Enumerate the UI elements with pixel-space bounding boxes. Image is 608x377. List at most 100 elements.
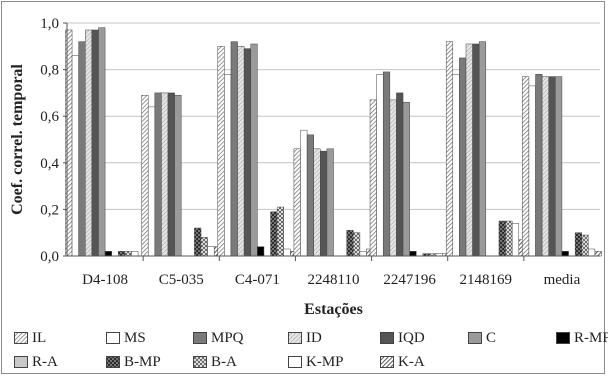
bar-c-2 bbox=[250, 43, 258, 257]
bar-id-4 bbox=[389, 99, 397, 257]
legend-swatch bbox=[468, 332, 482, 344]
bar-k-mp-5 bbox=[511, 223, 520, 257]
legend-swatch bbox=[556, 332, 570, 344]
bar-b-a-6 bbox=[581, 234, 589, 257]
bar-r-mp-0 bbox=[104, 251, 112, 257]
bar-id-1 bbox=[161, 92, 169, 257]
bar-r-mp-6 bbox=[561, 251, 569, 257]
legend-item-r-a: R-A bbox=[14, 353, 58, 371]
x-tick-label: 2247196 bbox=[383, 272, 436, 288]
bar-b-mp-0 bbox=[118, 251, 126, 257]
legend-item-k-a: K-A bbox=[380, 353, 425, 371]
bar-ms-2 bbox=[224, 74, 232, 257]
bar-id-5 bbox=[465, 43, 473, 257]
legend-item-r-mp: R-MP bbox=[556, 329, 608, 347]
x-tick-label: C5-035 bbox=[159, 272, 204, 288]
y-tick-label: 0,4 bbox=[40, 156, 59, 172]
bar-iqd-2 bbox=[243, 48, 252, 257]
bar-c-0 bbox=[98, 27, 106, 257]
bar-iqd-1 bbox=[167, 92, 175, 257]
bar-mpq-0 bbox=[78, 41, 86, 257]
legend-swatch bbox=[106, 332, 120, 344]
bar-b-a-3 bbox=[353, 232, 361, 257]
bar-iqd-6 bbox=[548, 76, 556, 257]
bar-b-a-5 bbox=[505, 220, 513, 257]
bar-b-a-2 bbox=[276, 206, 285, 257]
legend-label: K-MP bbox=[306, 353, 344, 370]
bar-iqd-0 bbox=[91, 29, 99, 257]
legend-item-ms: MS bbox=[106, 329, 146, 347]
legend-label: B-MP bbox=[124, 353, 161, 370]
legend-swatch bbox=[288, 356, 302, 368]
bar-il-6 bbox=[522, 76, 530, 257]
legend-swatch bbox=[14, 356, 28, 368]
bar-il-2 bbox=[217, 46, 225, 257]
legend-item-b-mp: B-MP bbox=[106, 353, 161, 371]
bar-b-mp-6 bbox=[574, 232, 582, 257]
x-tick-label: C4-071 bbox=[235, 272, 280, 288]
bar-il-0 bbox=[65, 29, 73, 257]
legend-label: IQD bbox=[398, 329, 425, 346]
bar-ms-1 bbox=[147, 106, 156, 257]
bar-b-mp-1 bbox=[194, 227, 202, 257]
legend-label: MS bbox=[124, 329, 146, 346]
legend-label: R-MP bbox=[574, 329, 608, 346]
legend-swatch bbox=[380, 332, 394, 344]
bar-k-mp-2 bbox=[283, 248, 291, 257]
legend-label: ID bbox=[306, 329, 322, 346]
bar-iqd-4 bbox=[396, 92, 404, 257]
legend-swatch bbox=[193, 356, 207, 368]
bar-id-3 bbox=[313, 148, 321, 257]
bar-mpq-1 bbox=[154, 92, 162, 257]
bar-ms-6 bbox=[528, 85, 536, 257]
legend-item-k-mp: K-MP bbox=[288, 353, 344, 371]
legend-item-iqd: IQD bbox=[380, 329, 425, 347]
bar-k-a-6 bbox=[594, 251, 602, 257]
bar-k-mp-1 bbox=[207, 246, 215, 257]
bar-ms-0 bbox=[71, 55, 79, 257]
legend-swatch bbox=[288, 332, 302, 344]
legend-swatch bbox=[380, 356, 394, 368]
legend-label: C bbox=[486, 329, 497, 346]
bar-iqd-3 bbox=[320, 150, 328, 257]
legend: IL MS MPQ ID IQD C R-MP R-A B-MP B-A K-MP K-A bbox=[0, 325, 608, 377]
y-tick-label: 0,2 bbox=[40, 202, 59, 218]
bar-iqd-5 bbox=[472, 43, 480, 257]
x-tick-label: media bbox=[544, 272, 581, 288]
y-tick-label: 0,8 bbox=[40, 63, 59, 79]
legend-label: R-A bbox=[32, 353, 58, 370]
bar-c-1 bbox=[174, 94, 182, 257]
legend-item-b-a: B-A bbox=[193, 353, 237, 371]
legend-swatch bbox=[14, 332, 28, 344]
bar-k-mp-0 bbox=[131, 251, 139, 257]
legend-label: MPQ bbox=[211, 329, 244, 346]
x-tick-label: 2248110 bbox=[308, 272, 360, 288]
legend-item-c: C bbox=[468, 329, 496, 347]
x-tick-label: D4-108 bbox=[82, 272, 128, 288]
bar-c-5 bbox=[478, 41, 487, 257]
bar-k-mp-6 bbox=[588, 248, 596, 257]
bar-id-2 bbox=[237, 46, 245, 257]
bar-c-4 bbox=[402, 101, 410, 257]
x-tick-label: 2148169 bbox=[460, 272, 513, 288]
bar-b-mp-3 bbox=[346, 230, 354, 257]
bar-il-3 bbox=[293, 148, 301, 257]
bar-ms-5 bbox=[452, 74, 460, 257]
legend-label: B-A bbox=[211, 353, 237, 370]
legend-swatch bbox=[106, 356, 120, 368]
bar-b-mp-2 bbox=[270, 211, 278, 257]
bar-mpq-5 bbox=[459, 57, 467, 257]
legend-label: K-A bbox=[398, 353, 425, 370]
bar-c-6 bbox=[555, 76, 563, 257]
y-axis-title: Coef. correl. temporal bbox=[9, 64, 26, 215]
bar-mpq-3 bbox=[306, 134, 314, 257]
bar-r-mp-2 bbox=[257, 246, 265, 257]
bar-ms-4 bbox=[376, 74, 384, 257]
bar-k-mp-3 bbox=[359, 251, 367, 257]
bar-mpq-2 bbox=[230, 41, 238, 257]
bar-ms-3 bbox=[300, 129, 308, 257]
bar-b-a-0 bbox=[124, 251, 132, 257]
legend-label: IL bbox=[32, 329, 47, 346]
bar-r-mp-4 bbox=[409, 251, 417, 257]
